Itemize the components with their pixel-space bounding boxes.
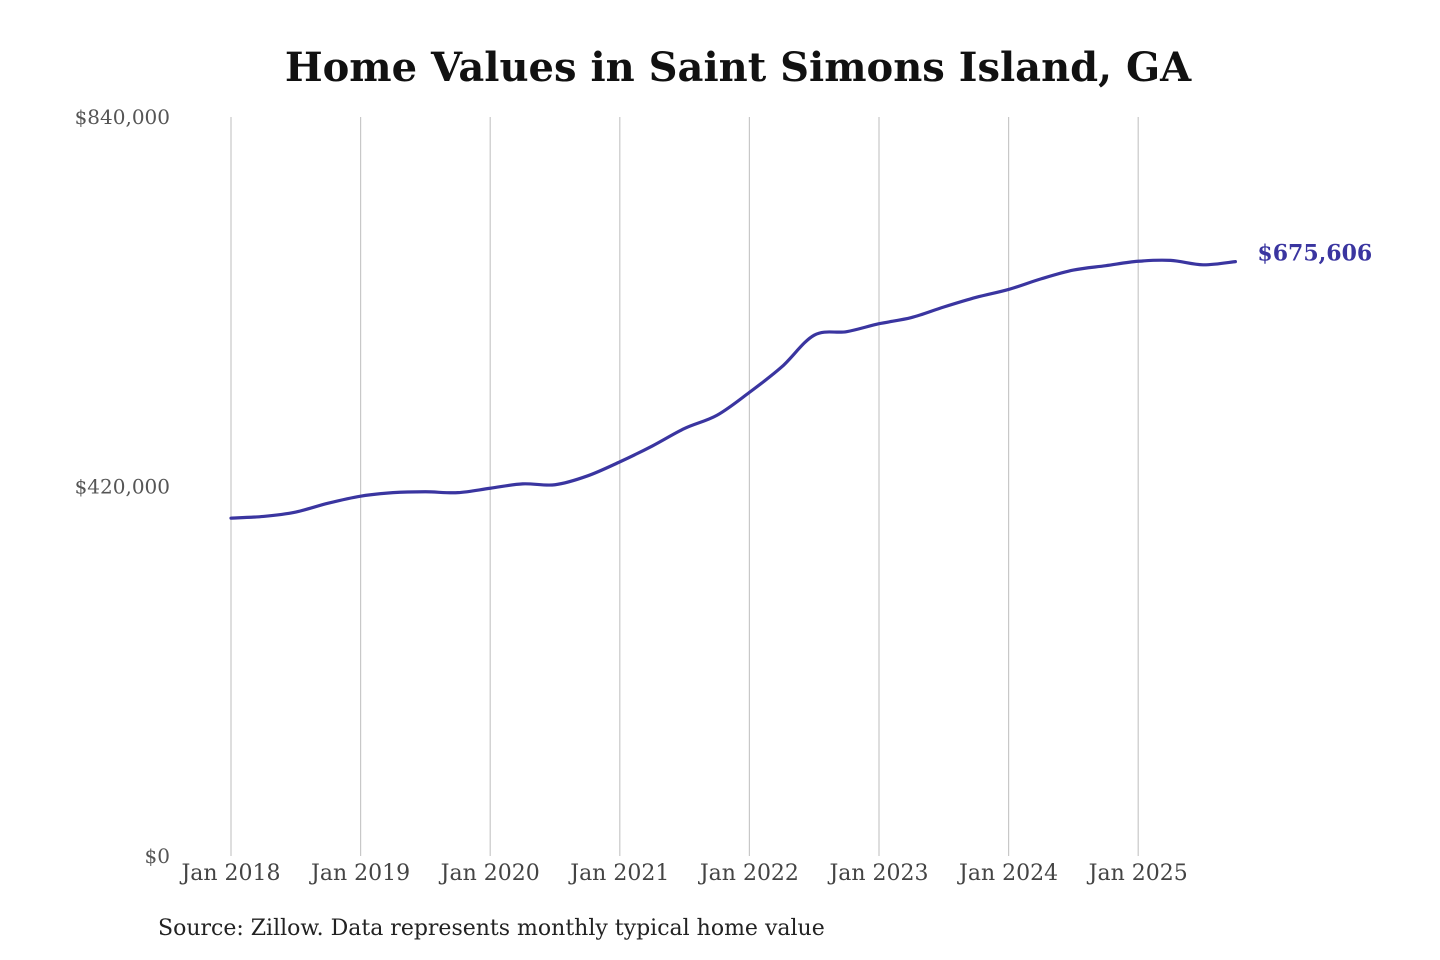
chart-title: Home Values in Saint Simons Island, GA	[284, 44, 1192, 91]
end-value-label: $675,606	[1257, 241, 1372, 267]
x-tick-label: Jan 2020	[439, 861, 540, 886]
x-tick-label: Jan 2018	[179, 861, 280, 886]
y-tick-label: $420,000	[75, 475, 170, 499]
x-tick-label: Jan 2024	[957, 861, 1058, 886]
source-note: Source: Zillow. Data represents monthly …	[158, 916, 825, 941]
x-tick-label: Jan 2019	[309, 861, 410, 886]
series-line	[229, 258, 1237, 520]
x-tick-label: Jan 2025	[1087, 861, 1188, 886]
x-tick-label: Jan 2021	[568, 861, 669, 886]
x-tick-label: Jan 2023	[827, 861, 928, 886]
x-tick-label: Jan 2022	[698, 861, 799, 886]
y-tick-label: $0	[145, 844, 170, 868]
y-tick-label: $840,000	[75, 105, 170, 129]
